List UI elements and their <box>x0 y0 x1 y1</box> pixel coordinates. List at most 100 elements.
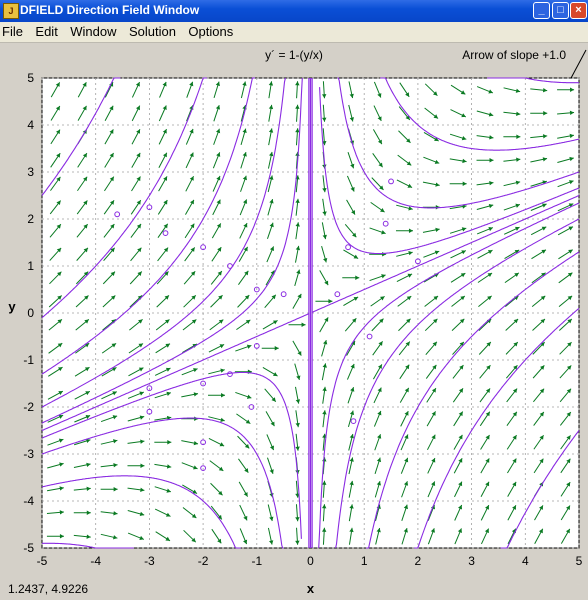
y-tick-label: 4 <box>27 118 34 132</box>
field-arrowhead <box>486 318 492 324</box>
field-arrowhead <box>109 105 114 111</box>
menu-options[interactable]: Options <box>188 24 234 39</box>
field-arrowhead <box>516 157 521 162</box>
field-arrowhead <box>489 158 494 163</box>
field-arrowhead <box>484 528 489 534</box>
field-arrowhead <box>485 458 490 463</box>
solution-curve <box>41 77 286 408</box>
field-arrowhead <box>515 226 520 231</box>
field-arrowhead <box>539 505 543 510</box>
field-arrowhead <box>56 153 61 158</box>
solution-curve <box>319 87 580 255</box>
field-arrowhead <box>59 510 64 515</box>
field-arrowhead <box>58 438 64 443</box>
field-arrowhead <box>404 411 409 416</box>
field-arrowhead <box>165 536 170 541</box>
field-arrowhead <box>378 162 383 168</box>
field-arrowhead <box>295 446 300 451</box>
field-arrowhead <box>166 464 172 469</box>
field-arrowhead <box>488 89 493 94</box>
field-arrowhead <box>163 247 169 253</box>
field-arrowhead <box>301 322 306 327</box>
field-arrowhead <box>83 176 88 182</box>
field-arrowhead <box>269 469 274 474</box>
menu-window[interactable]: Window <box>70 24 117 39</box>
field-arrowhead <box>541 249 546 254</box>
field-arrowhead <box>353 296 359 301</box>
field-arrowhead <box>541 226 547 231</box>
field-arrowhead <box>569 110 575 116</box>
field-arrowhead <box>486 365 491 370</box>
field-arrowhead <box>139 511 145 517</box>
field-arrowhead <box>295 198 300 204</box>
field-arrowhead <box>110 247 115 253</box>
maximize-button[interactable]: □ <box>552 2 569 19</box>
field-arrowhead <box>140 439 145 444</box>
field-arrowhead <box>219 344 225 349</box>
field-arrowhead <box>460 90 466 95</box>
field-arrowhead <box>322 386 327 392</box>
field-arrowhead <box>164 271 169 276</box>
solution-curve <box>335 218 580 549</box>
field-arrowhead <box>245 319 251 324</box>
initial-point <box>200 380 207 387</box>
field-arrowhead <box>351 210 355 215</box>
field-arrowhead <box>269 222 274 228</box>
field-arrowhead <box>86 462 91 467</box>
field-arrowhead <box>566 388 572 394</box>
field-arrowhead <box>458 481 463 487</box>
field-arrowhead <box>433 91 438 96</box>
field-arrowhead <box>406 138 411 143</box>
field-arrowhead <box>405 364 410 370</box>
field-arrowhead <box>512 388 518 394</box>
menu-solution[interactable]: Solution <box>128 24 176 39</box>
solution-curve <box>414 307 580 549</box>
field-arrowhead <box>220 417 225 422</box>
field-arrowhead <box>569 133 574 139</box>
app-icon: J <box>3 3 19 19</box>
field-arrowhead <box>110 295 116 300</box>
field-arrowhead <box>162 152 167 158</box>
menu-file[interactable]: File <box>2 24 23 39</box>
field-arrowhead <box>459 318 465 324</box>
field-arrowhead <box>191 295 196 300</box>
x-tick-label: 3 <box>468 554 475 568</box>
field-arrowhead <box>515 180 521 185</box>
field-arrowhead <box>193 465 198 470</box>
field-arrowhead <box>349 410 355 416</box>
close-button[interactable]: × <box>570 2 587 19</box>
field-arrowhead <box>85 391 90 396</box>
field-arrowhead <box>460 295 465 301</box>
field-arrowhead <box>268 81 274 86</box>
field-arrowhead <box>138 367 144 372</box>
field-arrowhead <box>408 206 413 211</box>
menu-edit[interactable]: Edit <box>35 24 58 39</box>
solution-curve <box>41 312 310 432</box>
field-arrowhead <box>269 445 275 451</box>
field-arrowhead <box>215 81 220 87</box>
field-arrowhead <box>220 368 225 373</box>
y-axis-label: y <box>8 299 16 314</box>
minimize-button[interactable]: _ <box>533 2 550 19</box>
field-arrowhead <box>295 81 300 86</box>
field-arrowhead <box>355 275 360 280</box>
field-arrowhead <box>514 272 519 277</box>
field-arrowhead <box>162 105 167 111</box>
field-arrowhead <box>269 199 274 204</box>
field-arrowhead <box>431 481 436 486</box>
y-tick-label: -2 <box>23 400 34 414</box>
field-arrowhead <box>432 364 437 370</box>
field-arrowhead <box>274 346 279 351</box>
slope-indicator-arrow-icon <box>569 49 587 81</box>
field-arrowhead <box>58 391 63 395</box>
field-arrowhead <box>109 176 114 182</box>
field-arrowhead <box>86 486 91 491</box>
field-arrowhead <box>138 319 143 324</box>
field-arrowhead <box>566 505 570 511</box>
field-arrowhead <box>137 247 142 253</box>
field-arrowhead <box>486 342 491 347</box>
field-arrowhead <box>351 340 355 346</box>
solution-curve <box>318 202 580 549</box>
y-tick-label: -5 <box>23 541 34 555</box>
